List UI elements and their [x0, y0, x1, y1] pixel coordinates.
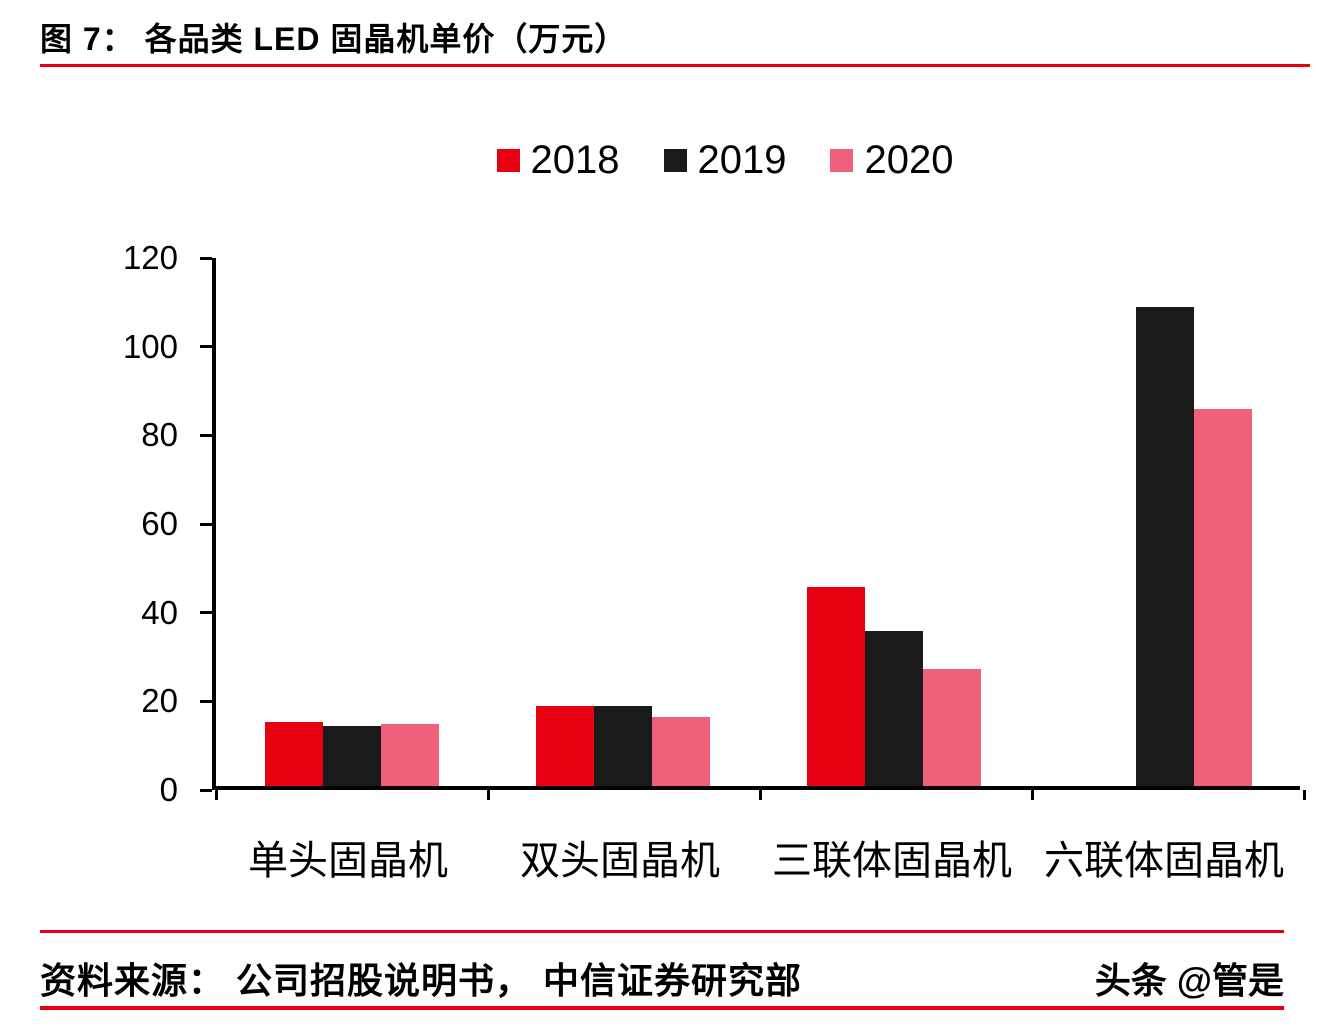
y-tick-mark: [200, 788, 212, 792]
y-tick-label-80: 80: [141, 416, 178, 454]
figure-title: 图 7： 各品类 LED 固晶机单价（万元）: [40, 21, 628, 57]
footer-divider-top: [40, 930, 1284, 933]
bar-2018-单头固晶机: [264, 721, 323, 786]
bar-group-六联体固晶机: [1029, 258, 1300, 786]
y-tick-label-40: 40: [141, 593, 178, 631]
y-tick-mark: [200, 699, 212, 703]
bar-group-双头固晶机: [487, 258, 758, 786]
legend-swatch-2019: [663, 149, 687, 172]
bar-2020-双头固晶机: [651, 717, 710, 786]
y-tick-label-20: 20: [141, 682, 178, 720]
legend-item-2019: 2019: [663, 138, 787, 183]
x-category-label-双头固晶机: 双头固晶机: [520, 839, 720, 883]
x-tick-mark: [1030, 790, 1034, 800]
plot-area: [200, 256, 1306, 800]
bar-chart: 0 20 40 60 80 100 120 单头固晶机 双头固晶机 三联体固晶机 六联体固晶机: [0, 239, 1306, 886]
legend-item-2020: 2020: [830, 138, 953, 183]
bar-2019-双头固晶机: [593, 706, 652, 786]
y-tick-mark: [200, 433, 212, 437]
x-category-label-单头固晶机: 单头固晶机: [248, 839, 448, 883]
source-note: 资料来源： 公司招股说明书， 中信证券研究部: [40, 960, 803, 1001]
y-tick-mark: [200, 256, 212, 260]
y-tick-label-0: 0: [159, 771, 178, 808]
bar-2020-三联体固晶机: [922, 668, 981, 786]
figure-footer: 资料来源： 公司招股说明书， 中信证券研究部 头条 @管是: [40, 952, 1284, 1004]
bar-groups: [216, 258, 1300, 786]
footer-divider-bottom: [40, 1006, 1284, 1010]
y-tick-label-120: 120: [122, 239, 178, 276]
x-axis-labels: 单头固晶机 双头固晶机 三联体固晶机 六联体固晶机: [212, 828, 1300, 886]
bar-2019-三联体固晶机: [864, 630, 923, 786]
bar-2020-六联体固晶机: [1193, 409, 1252, 786]
y-tick-mark: [200, 611, 212, 615]
y-tick-label-100: 100: [122, 327, 178, 365]
y-axis-labels: 0 20 40 60 80 100 120: [0, 239, 192, 808]
x-category-label-三联体固晶机: 三联体固晶机: [772, 839, 1012, 883]
x-category-label-六联体固晶机: 六联体固晶机: [1044, 839, 1284, 883]
x-tick-mark: [214, 790, 218, 800]
y-tick-mark: [200, 345, 212, 349]
bar-2019-六联体固晶机: [1135, 307, 1194, 786]
watermark: 头条 @管是: [1094, 960, 1284, 1001]
legend-label-2019: 2019: [697, 138, 787, 182]
bar-group-三联体固晶机: [758, 258, 1029, 786]
bar-2018-双头固晶机: [535, 706, 594, 786]
y-tick-label-60: 60: [141, 505, 178, 542]
legend-swatch-2020: [830, 149, 854, 172]
bar-2019-单头固晶机: [322, 726, 381, 786]
legend-label-2018: 2018: [530, 138, 620, 182]
x-tick-mark: [1302, 790, 1306, 800]
legend-label-2020: 2020: [864, 138, 954, 182]
y-tick-mark: [200, 522, 212, 526]
bar-2018-三联体固晶机: [806, 586, 865, 786]
bar-2020-单头固晶机: [380, 723, 439, 786]
legend-swatch-2018: [496, 149, 520, 172]
x-tick-mark: [486, 790, 490, 800]
bar-group-单头固晶机: [216, 258, 487, 786]
chart-legend: 2018 2019 2020: [0, 138, 1322, 183]
legend-item-2018: 2018: [496, 138, 620, 183]
x-tick-mark: [758, 790, 762, 800]
title-divider-line: [40, 64, 1310, 67]
